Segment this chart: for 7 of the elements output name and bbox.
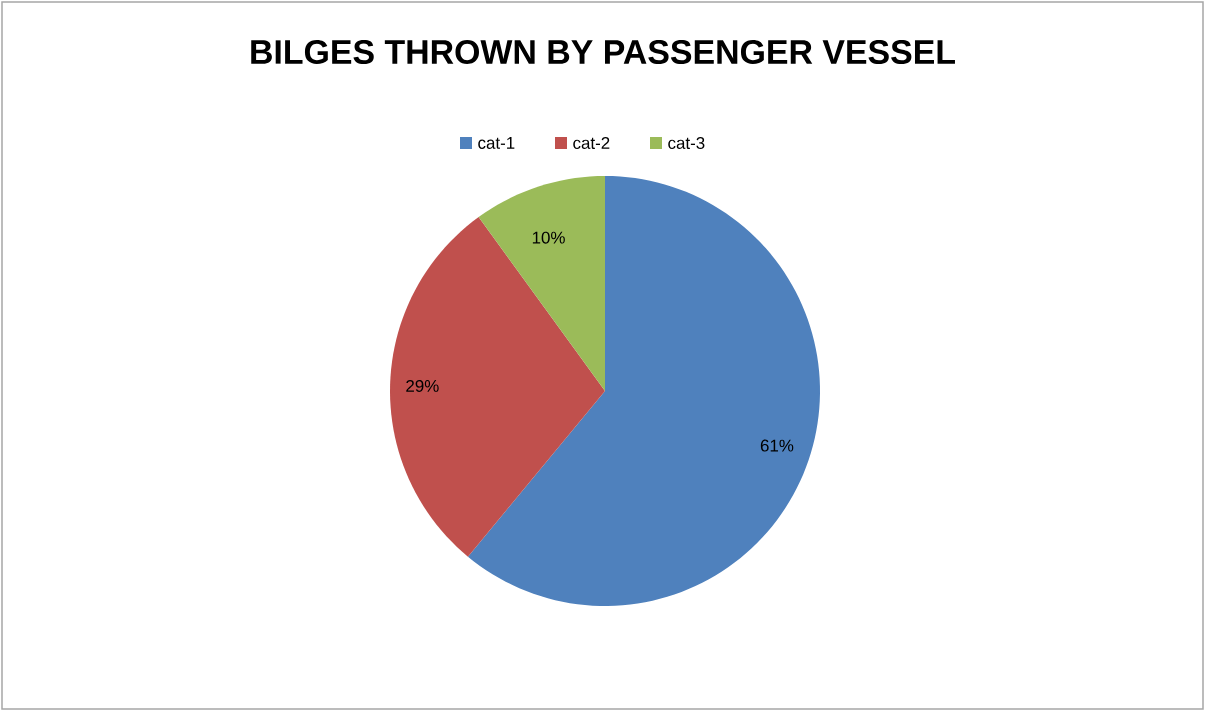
data-label: 10% [532,231,565,244]
data-label: 29% [406,379,439,392]
legend-label: cat-3 [668,136,705,149]
chart-title: BILGES THROWN BY PASSENGER VESSEL [251,39,955,64]
legend-label: cat-2 [573,136,610,149]
legend-label: cat-1 [478,137,515,149]
data-label: 61% [760,439,794,452]
